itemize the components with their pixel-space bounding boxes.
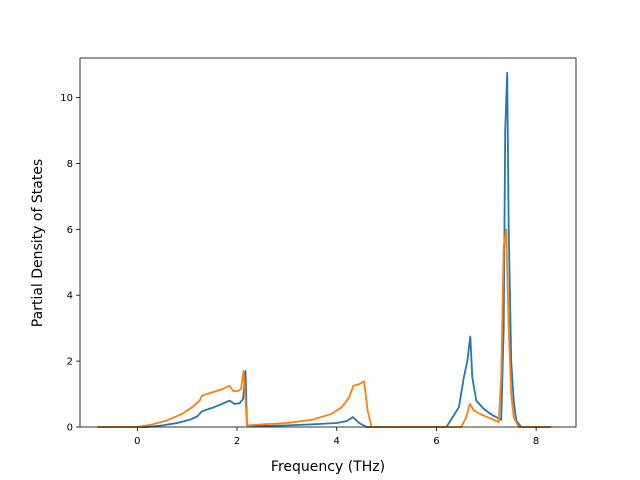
x-tick-label: 2: [234, 436, 240, 447]
x-tick-label: 6: [433, 436, 439, 447]
y-tick-label: 4: [67, 291, 73, 302]
y-axis-label: Partial Density of States: [30, 159, 46, 327]
y-tick-label: 0: [67, 423, 73, 434]
y-tick-label: 2: [67, 357, 73, 368]
x-tick-label: 8: [533, 436, 539, 447]
plot-frame: [79, 57, 577, 428]
y-tick-label: 8: [67, 159, 73, 170]
series-lines: [97, 71, 552, 428]
x-tick-label: 0: [134, 436, 140, 447]
x-axis-label: Frequency (THz): [271, 459, 385, 475]
y-axis-ticks: 0 2 4 6 8 10: [60, 93, 80, 434]
y-tick-label: 6: [67, 225, 73, 236]
series-line-1: [97, 71, 552, 428]
x-axis-ticks: 0 2 4 6 8: [134, 427, 539, 447]
x-tick-label: 4: [334, 436, 340, 447]
series-line-2: [97, 228, 552, 428]
y-tick-label: 10: [60, 93, 73, 104]
